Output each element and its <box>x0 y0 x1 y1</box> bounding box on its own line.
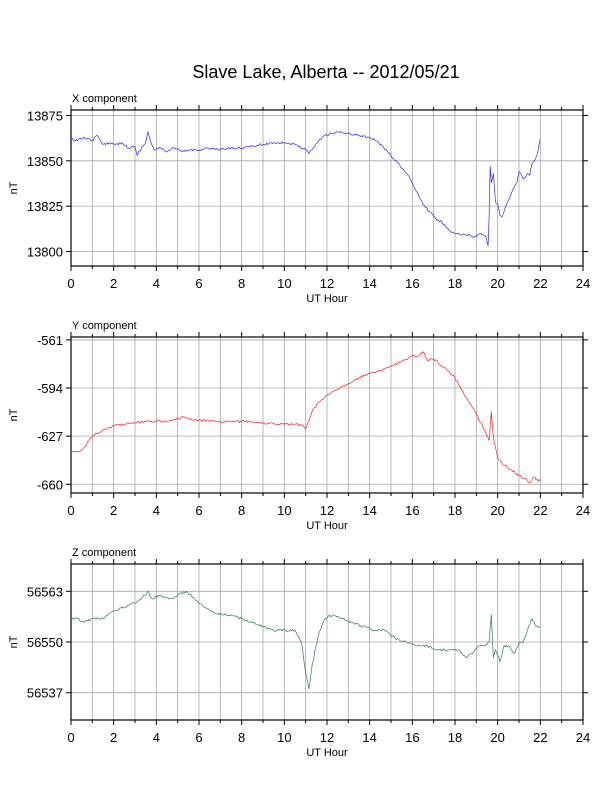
y-tick-label: -561 <box>37 333 63 348</box>
x-tick-label: 20 <box>490 730 504 745</box>
x-tick-label: 22 <box>533 730 547 745</box>
x-tick-label: 12 <box>320 730 334 745</box>
x-tick-label: 14 <box>362 276 376 291</box>
y-axis-label: nT <box>8 408 20 421</box>
x-tick-label: 4 <box>153 503 160 518</box>
x-tick-label: 24 <box>576 730 590 745</box>
series-line <box>70 351 541 484</box>
x-tick-label: 16 <box>405 730 419 745</box>
x-axis-label: UT Hour <box>306 293 348 305</box>
y-tick-label: -627 <box>37 429 63 444</box>
y-tick-label: 13800 <box>27 244 63 259</box>
x-tick-label: 22 <box>533 503 547 518</box>
x-tick-label: 10 <box>277 503 291 518</box>
x-tick-label: 0 <box>67 730 74 745</box>
x-tick-label: 2 <box>110 730 117 745</box>
y-tick-label: 13875 <box>27 108 63 123</box>
x-tick-label: 2 <box>110 276 117 291</box>
x-tick-label: 10 <box>277 730 291 745</box>
y-tick-label: 13825 <box>27 199 63 214</box>
y-tick-label: 13850 <box>27 154 63 169</box>
x-tick-label: 24 <box>576 276 590 291</box>
x-tick-label: 6 <box>195 730 202 745</box>
x-tick-label: 18 <box>448 276 462 291</box>
y-axis-label: nT <box>8 181 20 194</box>
page-title: Slave Lake, Alberta -- 2012/05/21 <box>192 62 459 82</box>
x-tick-label: 0 <box>67 276 74 291</box>
x-tick-label: 10 <box>277 276 291 291</box>
series-line <box>70 590 541 690</box>
x-tick-label: 8 <box>238 730 245 745</box>
x-tick-label: 14 <box>362 503 376 518</box>
x-tick-label: 12 <box>320 503 334 518</box>
x-tick-label: 16 <box>405 503 419 518</box>
panel-title: Z component <box>72 547 136 559</box>
x-tick-label: 8 <box>238 503 245 518</box>
panel-title: X component <box>72 93 137 105</box>
x-tick-label: 4 <box>153 730 160 745</box>
x-tick-label: 24 <box>576 503 590 518</box>
x-tick-label: 6 <box>195 503 202 518</box>
y-tick-label: -594 <box>37 381 63 396</box>
x-axis-label: UT Hour <box>306 747 348 759</box>
x-tick-label: 16 <box>405 276 419 291</box>
y-tick-label: 56537 <box>27 686 63 701</box>
y-tick-label: 56563 <box>27 584 63 599</box>
x-tick-label: 0 <box>67 503 74 518</box>
x-tick-label: 4 <box>153 276 160 291</box>
series-line <box>70 131 541 247</box>
x-tick-label: 12 <box>320 276 334 291</box>
y-tick-label: -660 <box>37 477 63 492</box>
x-tick-label: 18 <box>448 730 462 745</box>
x-tick-label: 2 <box>110 503 117 518</box>
x-tick-label: 22 <box>533 276 547 291</box>
y-tick-label: 56550 <box>27 635 63 650</box>
y-axis-label: nT <box>8 635 20 648</box>
panel-title: Y component <box>72 320 137 332</box>
x-axis-label: UT Hour <box>306 520 348 532</box>
x-tick-label: 20 <box>490 276 504 291</box>
x-tick-label: 6 <box>195 276 202 291</box>
x-tick-label: 18 <box>448 503 462 518</box>
x-tick-label: 20 <box>490 503 504 518</box>
x-tick-label: 8 <box>238 276 245 291</box>
x-tick-label: 14 <box>362 730 376 745</box>
